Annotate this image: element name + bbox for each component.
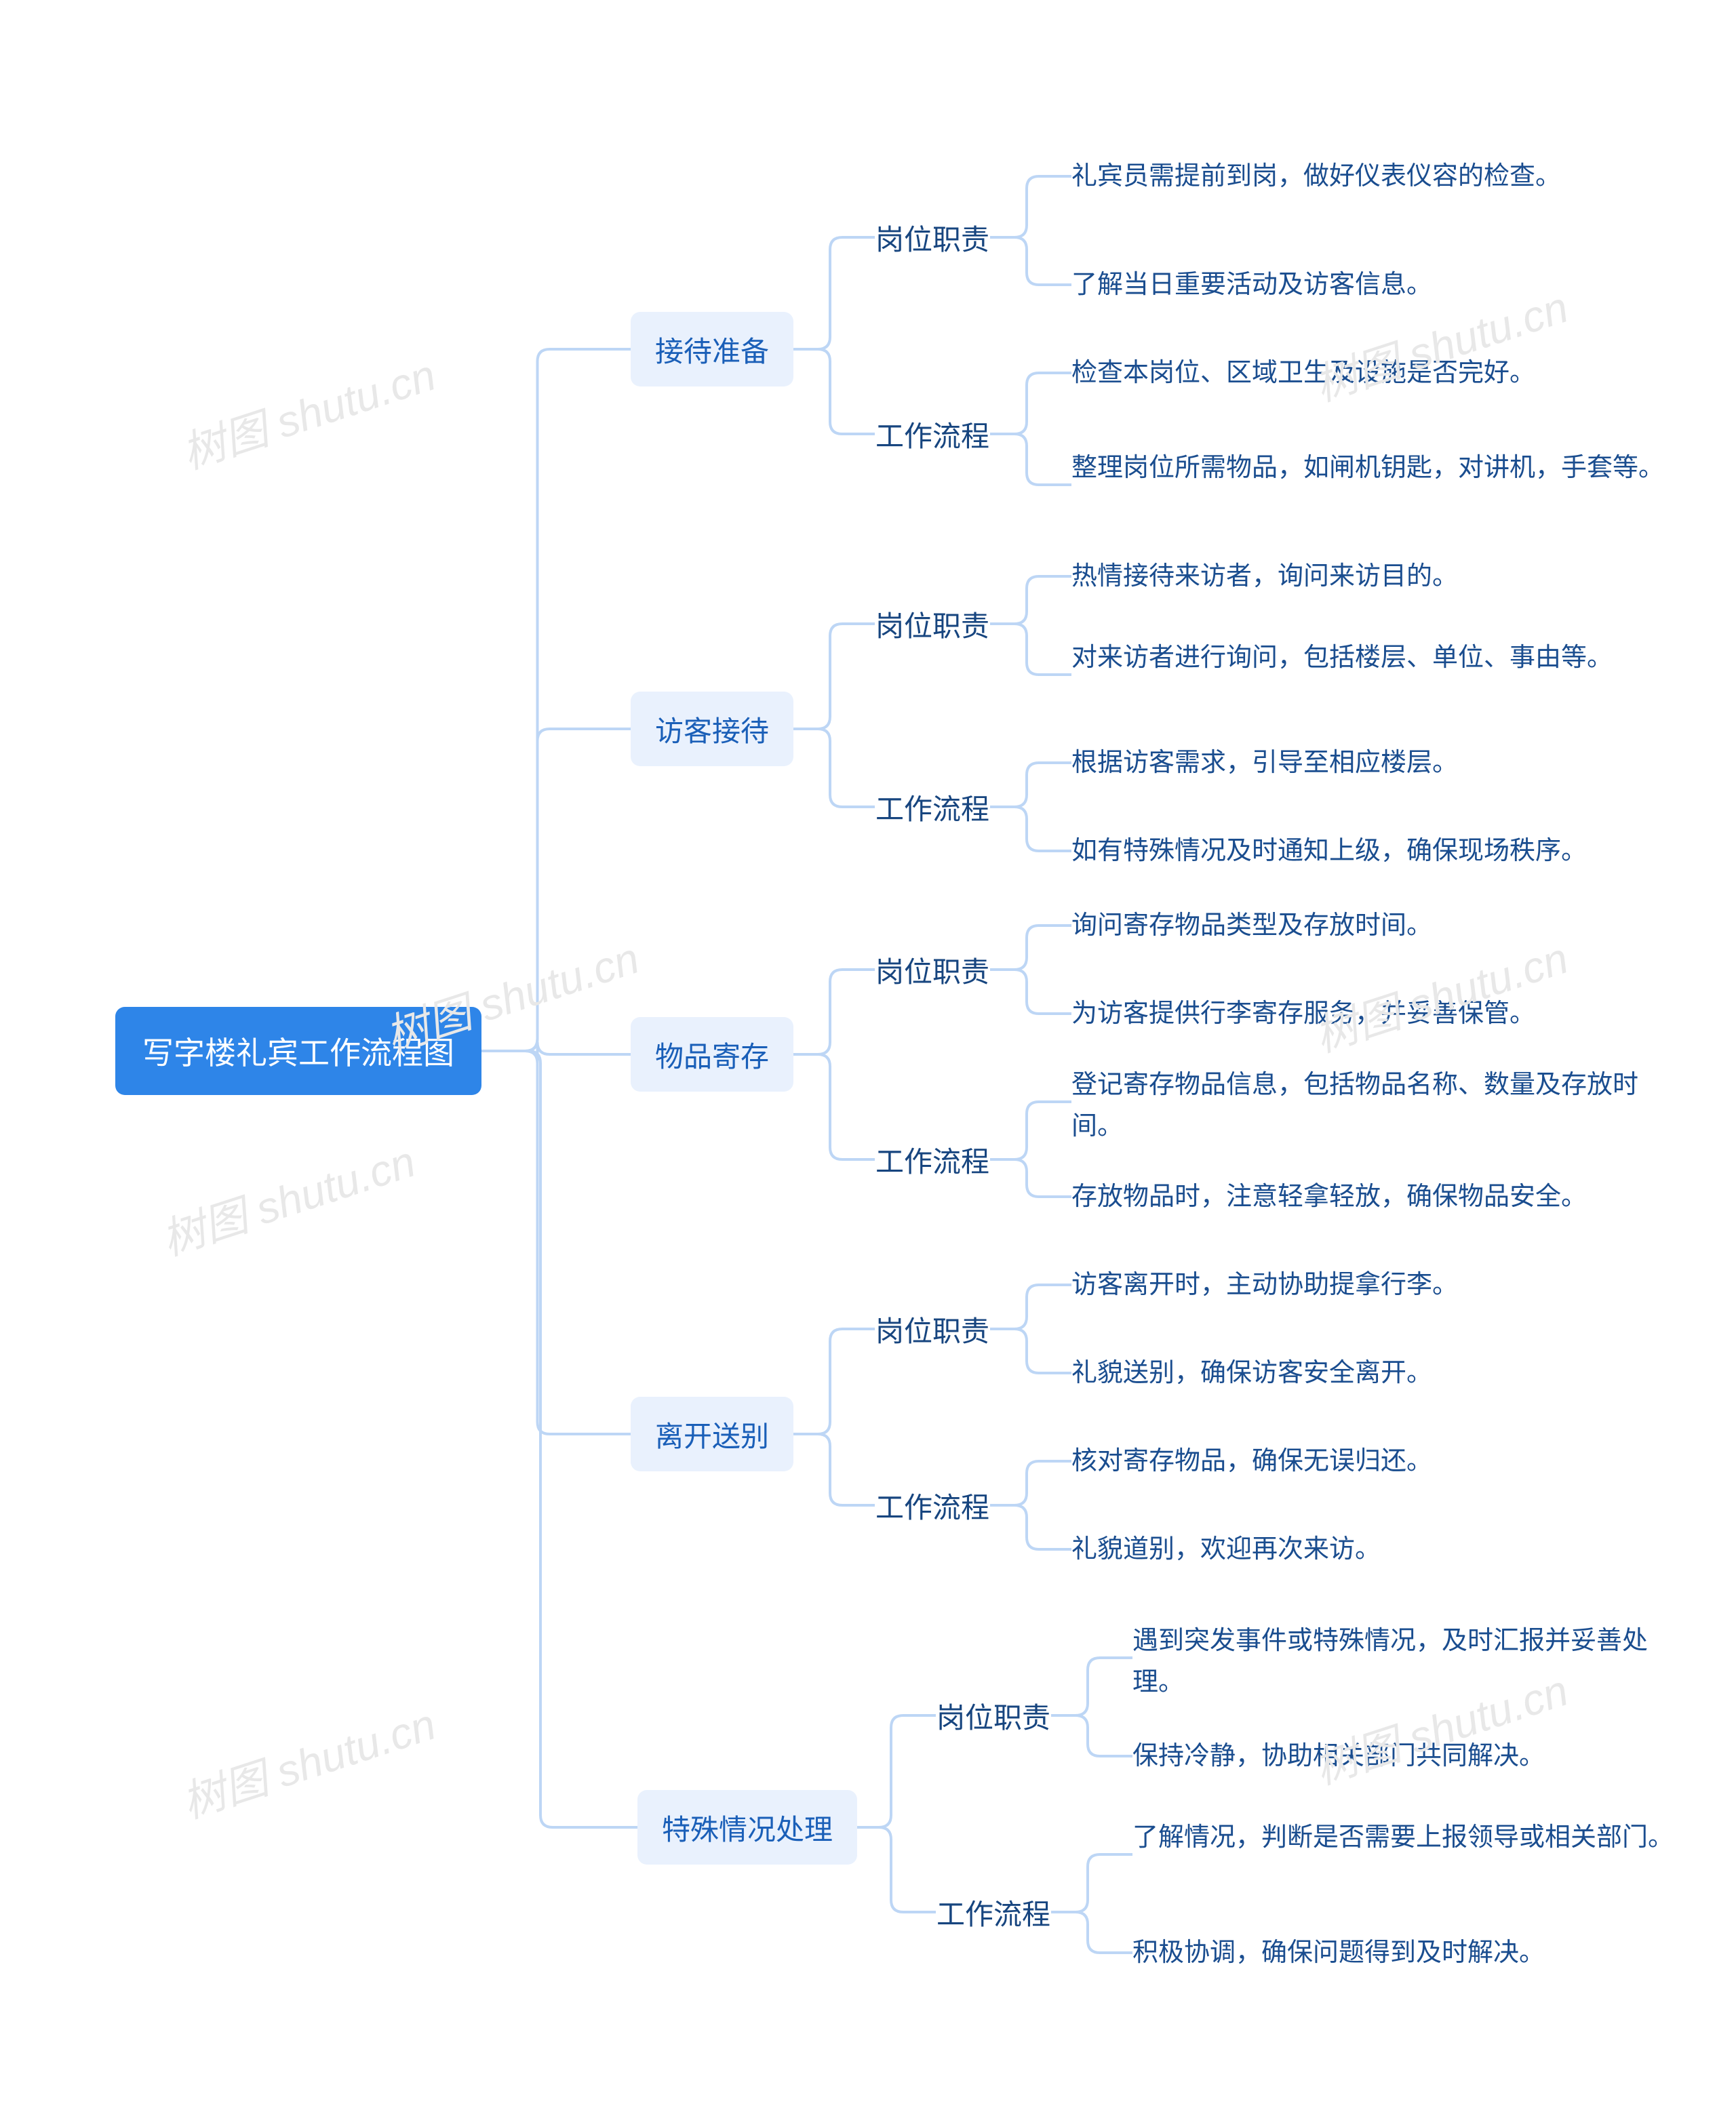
- branch-0-1: 工作流程: [875, 414, 990, 454]
- branch-0: 接待准备: [631, 312, 793, 386]
- leaf-2-1-0: 登记寄存物品信息，包括物品名称、数量及存放时间。: [1071, 1065, 1668, 1147]
- branch-4-1: 工作流程: [936, 1892, 1051, 1932]
- leaf-0-0-1: 了解当日重要活动及访客信息。: [1071, 264, 1668, 306]
- leaf-3-1-1: 礼貌道别，欢迎再次来访。: [1071, 1529, 1668, 1570]
- leaf-1-1-0: 根据访客需求，引导至相应楼层。: [1071, 742, 1668, 784]
- leaf-2-0-1: 为访客提供行李寄存服务，并妥善保管。: [1071, 993, 1668, 1035]
- root-node: 写字楼礼宾工作流程图: [115, 1007, 481, 1095]
- branch-2: 物品寄存: [631, 1017, 793, 1092]
- branch-1-1: 工作流程: [875, 787, 990, 827]
- branch-0-0: 岗位职责: [875, 217, 990, 258]
- leaf-4-0-0: 遇到突发事件或特殊情况，及时汇报并妥善处理。: [1132, 1621, 1675, 1703]
- leaf-0-0-0: 礼宾员需提前到岗，做好仪表仪容的检查。: [1071, 156, 1668, 197]
- leaf-2-1-1: 存放物品时，注意轻拿轻放，确保物品安全。: [1071, 1176, 1668, 1218]
- branch-4-0: 岗位职责: [936, 1695, 1051, 1736]
- leaf-3-0-0: 访客离开时，主动协助提拿行李。: [1071, 1265, 1668, 1306]
- branch-4: 特殊情况处理: [637, 1790, 857, 1865]
- leaf-1-0-1: 对来访者进行询问，包括楼层、单位、事由等。: [1071, 637, 1668, 679]
- branch-1-0: 岗位职责: [875, 603, 990, 644]
- leaf-0-1-0: 检查本岗位、区域卫生及设施是否完好。: [1071, 353, 1668, 394]
- leaf-4-1-0: 了解情况，判断是否需要上报领导或相关部门。: [1132, 1817, 1675, 1858]
- leaf-2-0-0: 询问寄存物品类型及存放时间。: [1071, 905, 1668, 947]
- leaf-1-1-1: 如有特殊情况及时通知上级，确保现场秩序。: [1071, 831, 1668, 872]
- leaf-3-0-1: 礼貌送别，确保访客安全离开。: [1071, 1353, 1668, 1394]
- leaf-1-0-0: 热情接待来访者，询问来访目的。: [1071, 556, 1668, 597]
- branch-2-0: 岗位职责: [875, 949, 990, 990]
- branch-3: 离开送别: [631, 1397, 793, 1471]
- branch-2-1: 工作流程: [875, 1139, 990, 1180]
- leaf-4-0-1: 保持冷静，协助相关部门共同解决。: [1132, 1736, 1675, 1777]
- leaf-0-1-1: 整理岗位所需物品，如闸机钥匙，对讲机，手套等。: [1071, 448, 1668, 489]
- branch-3-1: 工作流程: [875, 1485, 990, 1526]
- leaf-3-1-0: 核对寄存物品，确保无误归还。: [1071, 1441, 1668, 1482]
- branch-3-0: 岗位职责: [875, 1309, 990, 1349]
- leaf-4-1-1: 积极协调，确保问题得到及时解决。: [1132, 1932, 1675, 1974]
- branch-1: 访客接待: [631, 692, 793, 766]
